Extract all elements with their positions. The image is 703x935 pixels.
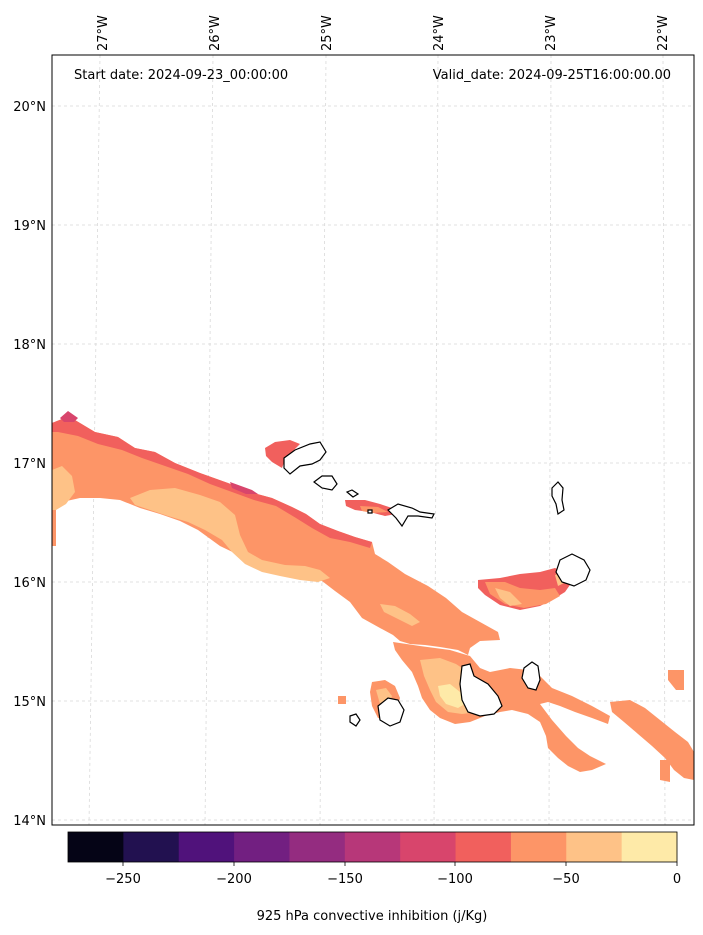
colorbar-ticks — [122, 862, 678, 866]
colorbar: −250 −200 −150 −100 −50 0 925 hPa convec… — [67, 831, 681, 924]
colorbar-swatch — [178, 832, 235, 862]
colorbar-tick-labels: −250 −200 −150 −100 −50 0 — [105, 872, 681, 887]
lon-label: 22°W — [656, 15, 671, 51]
lat-label: 14°N — [13, 814, 46, 829]
colorbar-swatch — [289, 832, 346, 862]
colorbar-tick-label: −200 — [216, 872, 252, 887]
lon-label: 23°W — [544, 15, 559, 51]
colorbar-swatches — [68, 832, 678, 862]
cin-band-light-3 — [380, 604, 420, 626]
island-santiago — [459, 663, 503, 717]
island-sal — [551, 481, 565, 515]
island-brava — [349, 713, 361, 727]
colorbar-swatch — [123, 832, 180, 862]
coastlines — [283, 441, 591, 727]
lat-label: 19°N — [13, 219, 46, 234]
lat-labels: 20°N 19°N 18°N 17°N 16°N 15°N 14°N — [13, 100, 46, 829]
lon-label: 25°W — [320, 15, 335, 51]
island-sao-nicolau — [387, 503, 435, 528]
cin-east-1 — [610, 700, 694, 780]
gridlines — [52, 54, 694, 826]
lon-label: 24°W — [432, 15, 447, 51]
cin-left-strip — [52, 510, 56, 546]
colorbar-swatch — [455, 832, 512, 862]
lat-label: 20°N — [13, 100, 46, 115]
island-santo-antao — [283, 441, 327, 475]
lon-label: 26°W — [208, 15, 223, 51]
cin-small-blob — [338, 696, 346, 704]
cin-band-red-edge — [52, 413, 372, 548]
cin-patch-north-1 — [265, 440, 300, 468]
colorbar-tick-label: −100 — [437, 872, 473, 887]
island-sao-vicente — [313, 475, 338, 491]
colorbar-label: 925 hPa convective inhibition (j/Kg) — [257, 909, 488, 924]
lat-label: 16°N — [13, 576, 46, 591]
cin-patch-east-mid — [485, 582, 560, 608]
valid-date-label: Valid_date: 2024-09-25T16:00:00.00 — [433, 68, 671, 83]
colorbar-swatch — [566, 832, 623, 862]
cin-patch-north-2b — [360, 506, 388, 513]
cin-east-3 — [660, 760, 670, 782]
cin-east-2 — [668, 670, 684, 690]
cin-south-high — [438, 684, 468, 708]
colorbar-swatch — [234, 832, 290, 862]
colorbar-swatch — [621, 832, 678, 862]
colorbar-frame — [67, 831, 678, 863]
lat-label: 17°N — [13, 457, 46, 472]
map-frame — [51, 54, 695, 826]
cin-band-main — [52, 413, 500, 655]
colorbar-swatch — [68, 832, 124, 862]
cin-band-light-1 — [130, 488, 330, 582]
colorbar-tick-label: −50 — [552, 872, 579, 887]
lat-label: 15°N — [13, 695, 46, 710]
start-date-label: Start date: 2024-09-23_00:00:00 — [74, 68, 288, 83]
island-maio — [521, 661, 541, 691]
cin-patch-east-light — [495, 572, 566, 606]
island-small-rock — [367, 509, 373, 514]
cin-band-dark-rim — [60, 411, 258, 494]
colorbar-swatch — [344, 832, 401, 862]
cin-field — [52, 411, 694, 782]
island-santa-luzia — [345, 489, 360, 498]
lon-labels: 27°W 26°W 25°W 24°W 23°W 22°W — [96, 15, 671, 51]
cin-band-light-2 — [52, 466, 75, 512]
colorbar-tick-label: −250 — [105, 872, 141, 887]
colorbar-swatch — [510, 832, 567, 862]
lat-label: 18°N — [13, 338, 46, 353]
colorbar-swatch — [400, 832, 457, 862]
island-fogo — [377, 697, 405, 727]
island-boa-vista — [555, 553, 591, 587]
colorbar-tick-label: −150 — [327, 872, 363, 887]
lon-label: 27°W — [96, 15, 111, 51]
colorbar-tick-label: 0 — [673, 872, 681, 887]
